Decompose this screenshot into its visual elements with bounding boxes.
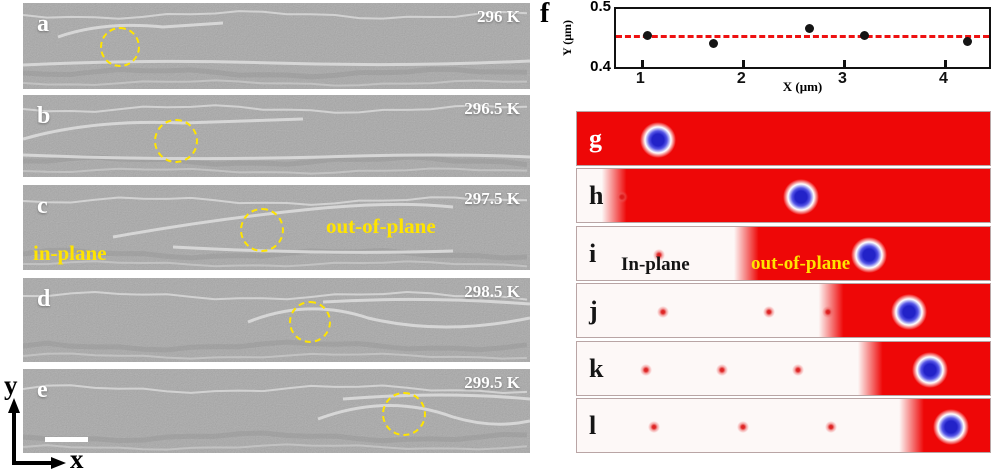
data-point (804, 24, 814, 34)
panel-j-label: j (589, 295, 598, 325)
skyrmion-dot (912, 351, 949, 388)
x-tick-label: 3 (837, 70, 847, 87)
noise-texture (23, 3, 530, 89)
plot-y-axis-label: Y (μm) (560, 20, 574, 57)
inplane-defect-dot (648, 420, 661, 433)
in-plane-annotation: In-plane (621, 254, 690, 275)
noise-texture (23, 278, 530, 362)
data-point (963, 37, 973, 47)
inplane-defect-dot (715, 363, 728, 376)
x-axis-letter: x (70, 444, 84, 474)
temperature-label: 298.5 K (464, 282, 520, 301)
inplane-defect-dot (737, 420, 749, 433)
y-axis-letter: y (4, 370, 18, 400)
skyrmion-dot (932, 408, 969, 445)
inplane-defect-dot (615, 190, 628, 203)
panel-b-label: b (37, 103, 51, 129)
in-plane-annotation: in-plane (33, 241, 107, 265)
temperature-label: 296.5 K (464, 99, 520, 118)
panel-i-label: i (589, 238, 597, 268)
x-tick (741, 60, 745, 67)
skyrmion-dot (783, 178, 820, 215)
panel-f-label: f (540, 0, 550, 29)
micrograph-panel-c: c 297.5 K in-plane out-of-plane (23, 185, 530, 270)
simulation-panel-k: k (576, 341, 991, 396)
xy-axes-arrows (8, 398, 66, 469)
temperature-label: 296 K (477, 7, 520, 26)
skyrmion-circle-annotation (154, 119, 198, 163)
skyrmion-circle-annotation (100, 27, 140, 67)
temperature-label: 299.5 K (464, 373, 520, 392)
panel-l-label: l (589, 410, 597, 440)
plot-area (614, 7, 991, 69)
inplane-defect-dot (639, 363, 652, 376)
simulation-panel-h: h (576, 168, 991, 223)
panel-d-label: d (37, 286, 51, 312)
inplane-defect-dot (653, 248, 666, 261)
micrograph-panel-a: a 296 K (23, 3, 530, 89)
skyrmion-dot (891, 293, 927, 330)
out-of-plane-annotation: out-of-plane (326, 214, 436, 238)
panel-a-label: a (37, 11, 49, 37)
out-of-plane-annotation: out-of-plane (751, 253, 851, 274)
panel-k-label: k (589, 353, 604, 383)
simulation-panel-g: g (576, 111, 991, 166)
skyrmion-circle-annotation (382, 392, 426, 436)
skyrmion-dot (639, 121, 676, 158)
x-tick (640, 60, 644, 67)
simulation-panel-i: i In-plane out-of-plane (576, 226, 991, 281)
x-tick-label: 2 (736, 70, 746, 87)
mean-position-dashed-line (616, 35, 989, 39)
data-point (708, 38, 718, 48)
x-tick (842, 60, 846, 67)
inplane-defect-dot (822, 305, 835, 318)
plot-y-tick-label: 0.4 (590, 58, 611, 75)
x-tick-label: 1 (635, 70, 645, 87)
skyrmion-dot (850, 236, 887, 273)
panel-e-label: e (37, 377, 48, 403)
plot-x-axis-label: X (μm) (782, 79, 823, 94)
inplane-defect-dot (656, 305, 669, 318)
scale-bar (45, 437, 88, 442)
panel-h-label: h (589, 180, 604, 210)
data-point (642, 30, 652, 40)
plot-y-tick-label: 0.5 (590, 0, 611, 15)
data-point (860, 30, 870, 40)
noise-texture (23, 369, 530, 453)
panel-g-label: g (589, 123, 602, 153)
inplane-defect-dot (791, 363, 804, 376)
x-tick-label: 4 (939, 70, 948, 87)
skyrmion-circle-annotation (289, 301, 331, 343)
micrograph-panel-e: e 299.5 K (23, 369, 530, 453)
x-tick (943, 60, 947, 67)
micrograph-panel-d: d 298.5 K (23, 278, 530, 362)
temperature-label: 297.5 K (464, 189, 520, 208)
inplane-defect-dot (824, 420, 837, 433)
simulation-panel-j: j (576, 283, 991, 338)
skyrmion-circle-annotation (240, 208, 284, 252)
inplane-defect-dot (762, 305, 775, 318)
micrograph-panel-b: b 296.5 K (23, 95, 530, 177)
simulation-panel-l: l (576, 398, 991, 453)
noise-texture (23, 95, 530, 177)
panel-c-label: c (37, 193, 48, 219)
